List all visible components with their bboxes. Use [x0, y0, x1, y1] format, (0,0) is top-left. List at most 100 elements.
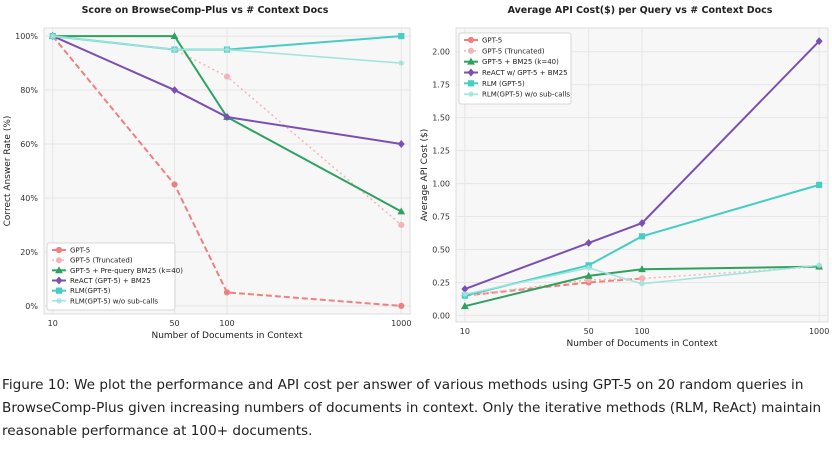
data-point — [461, 302, 469, 310]
series-6 — [49, 33, 405, 67]
chart-title: Average API Cost($) per Query vs # Conte… — [508, 5, 773, 16]
data-point — [398, 60, 405, 67]
data-point — [638, 275, 646, 282]
data-point — [815, 37, 823, 46]
data-point — [171, 86, 178, 95]
y-tick-label: 100% — [15, 32, 38, 41]
data-point — [585, 264, 592, 271]
y-tick-label: 2.00 — [432, 48, 450, 57]
y-tick-label: 1.25 — [432, 147, 450, 156]
x-axis-label: Number of Documents in Context — [566, 339, 718, 349]
data-point — [224, 46, 230, 53]
legend-label: GPT-5 + BM25 (k=40) — [482, 58, 559, 66]
series-line — [464, 264, 820, 296]
data-point — [397, 207, 406, 215]
series-line — [464, 265, 820, 308]
y-tick-label: 0.75 — [432, 213, 450, 222]
series-line — [52, 35, 402, 64]
y-tick-label: 60% — [20, 140, 38, 149]
legend-label: ReACT w/ GPT-5 + BM25 — [482, 69, 568, 77]
data-point — [223, 289, 231, 296]
series-line — [464, 265, 820, 297]
y-tick-label: 0.00 — [432, 311, 450, 320]
legend-entry: RLM(GPT-5) — [52, 287, 111, 295]
legend-marker — [55, 257, 63, 264]
legend-entry: RLM (GPT-5) — [464, 80, 525, 88]
data-point — [816, 262, 823, 269]
y-tick-label: 80% — [20, 86, 38, 95]
figure-caption: Figure 10: We plot the performance and A… — [2, 377, 822, 439]
legend-box — [458, 32, 572, 105]
x-tick-label: 100 — [219, 319, 234, 328]
legend-marker — [467, 57, 475, 65]
legend-entry: GPT-5 — [52, 247, 90, 255]
data-point — [171, 181, 178, 188]
legend-label: GPT-5 (Truncated) — [70, 257, 133, 265]
y-tick-label: 20% — [20, 248, 38, 257]
legend-marker — [55, 246, 63, 254]
chart-title: Score on BrowseComp-Plus vs # Context Do… — [82, 5, 329, 16]
x-tick-label: 50 — [584, 327, 594, 336]
series-4 — [461, 37, 823, 293]
legend-entry: ReACT w/ GPT-5 + BM25 — [464, 68, 568, 77]
data-point — [398, 221, 405, 229]
data-point — [461, 291, 468, 298]
legend-label: ReACT (GPT-5) + BM25 — [70, 277, 151, 285]
data-point — [49, 33, 56, 40]
series-6 — [461, 262, 823, 298]
x-tick-label: 1000 — [391, 319, 411, 328]
legend-label: RLM (GPT-5) — [482, 80, 525, 88]
y-axis-label: Average API Cost ($) — [420, 129, 430, 222]
legend-marker — [467, 36, 475, 44]
series-line — [52, 35, 402, 213]
legend-entry: GPT-5 — [464, 37, 502, 45]
x-axis-label: Number of Documents in Context — [151, 331, 303, 341]
data-point — [398, 302, 405, 310]
legend-label: GPT-5 + Pre-query BM25 (k=40) — [70, 267, 183, 275]
legend-label: GPT-5 (Truncated) — [482, 47, 545, 55]
y-tick-label: 0% — [25, 302, 38, 311]
legend: GPT-5 GPT-5 (Truncated) GPT-5 + Pre-query … — [46, 242, 183, 311]
legend-marker — [467, 68, 475, 77]
legend: GPT-5 GPT-5 (Truncated) GPT-5 + BM25 (k=40… — [458, 32, 572, 105]
data-point — [397, 140, 405, 148]
series-line — [51, 35, 402, 307]
figure-charts: Score on BrowseComp-Plus vs # Context Do… — [0, 0, 832, 352]
data-point — [223, 73, 231, 80]
series-line — [464, 277, 643, 297]
legend-entry: RLM(GPT-5) w/o sub-calls — [464, 91, 570, 99]
legend-label: RLM(GPT-5) w/o sub-calls — [70, 297, 158, 305]
series-line — [52, 35, 402, 146]
data-point — [638, 265, 646, 273]
legend-marker — [55, 266, 63, 274]
legend-entry: GPT-5 (Truncated) — [52, 257, 133, 265]
x-tick-label: 1000 — [809, 327, 829, 336]
x-tick-label: 100 — [634, 327, 649, 336]
chart-1: Score on BrowseComp-Plus vs # Context Do… — [0, 0, 414, 352]
legend-marker — [467, 80, 475, 87]
legend-marker — [467, 47, 475, 54]
data-point — [171, 46, 178, 53]
y-tick-label: 1.00 — [432, 180, 450, 189]
chart-2: Average API Cost($) per Query vs # Conte… — [418, 0, 832, 352]
legend-marker — [55, 276, 63, 285]
series-4 — [49, 32, 405, 148]
data-point — [638, 219, 646, 228]
y-tick-label: 1.50 — [432, 114, 450, 123]
legend-entry: GPT-5 + BM25 (k=40) — [464, 57, 559, 66]
data-point — [398, 32, 405, 40]
series-line — [464, 40, 820, 290]
legend-entry: RLM(GPT-5) w/o sub-calls — [52, 297, 158, 305]
x-tick-label: 10 — [460, 327, 470, 336]
legend-box — [46, 242, 176, 311]
data-point — [639, 280, 645, 287]
legend-label: GPT-5 — [70, 247, 90, 255]
y-tick-label: 0.25 — [432, 278, 450, 287]
legend-marker — [55, 287, 63, 294]
x-tick-label: 50 — [169, 319, 179, 328]
series-3 — [461, 262, 823, 310]
legend-label: GPT-5 — [482, 37, 502, 45]
legend-marker — [468, 91, 474, 98]
legend-entry: GPT-5 + Pre-query BM25 (k=40) — [52, 266, 183, 275]
legend-label: RLM(GPT-5) — [70, 287, 111, 295]
